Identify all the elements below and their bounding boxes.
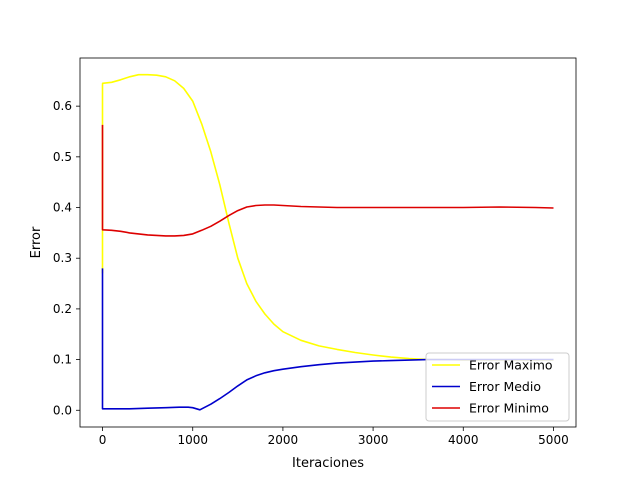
y-tick-label: 0.3	[53, 251, 72, 265]
y-axis-label: Error	[29, 226, 44, 258]
x-tick-label: 3000	[358, 433, 389, 447]
x-axis-label: Iteraciones	[292, 456, 364, 471]
legend-box	[425, 352, 570, 422]
x-axis: 0 1000 2000 3000 4000 5000	[99, 427, 569, 447]
series-line-error-medio	[101, 268, 554, 411]
series-layer	[101, 73, 554, 411]
y-tick-label: 0.2	[53, 302, 72, 316]
legend: Error Maximo Error Medio Error Minimo	[425, 352, 570, 422]
legend-label: Error Minimo	[469, 401, 549, 416]
x-tick-label: 2000	[268, 433, 299, 447]
legend-label: Error Maximo	[469, 358, 553, 373]
x-tick-label: 4000	[448, 433, 479, 447]
y-tick-label: 0.4	[53, 201, 72, 215]
series-line-error-minimo	[101, 124, 554, 237]
y-tick-label: 0.0	[53, 403, 72, 417]
x-tick-label: 5000	[538, 433, 569, 447]
y-axis: 0.0 0.1 0.2 0.3 0.4 0.5 0.6	[53, 99, 80, 417]
y-tick-label: 0.5	[53, 150, 72, 164]
legend-label: Error Medio	[469, 379, 541, 394]
x-tick-label: 1000	[177, 433, 208, 447]
x-tick-label: 0	[99, 433, 107, 447]
series-line-error-maximo	[101, 73, 554, 361]
y-tick-label: 0.6	[53, 99, 72, 113]
y-tick-label: 0.1	[53, 353, 72, 367]
plot-frame	[79, 57, 577, 428]
